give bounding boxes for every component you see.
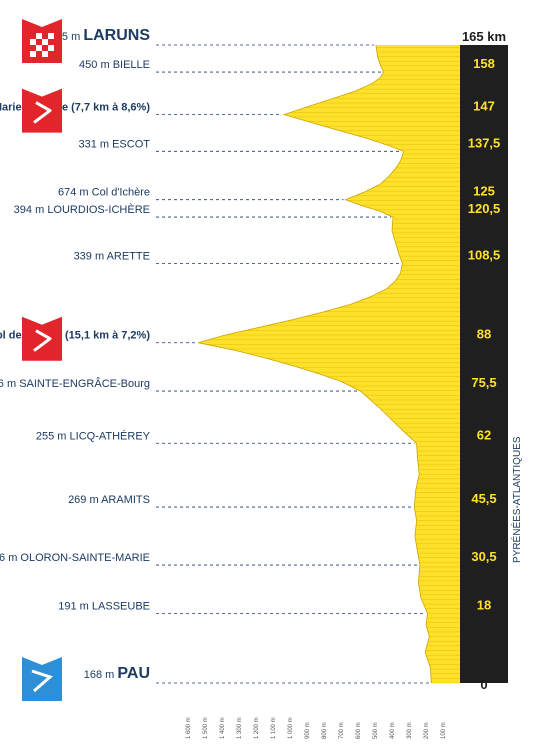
waypoint-2: 30,5 236 m OLORON-SAINTE-MARIE (0, 549, 497, 566)
waypoint-km-label: 125 (473, 184, 495, 199)
altitude-tick-label: 1 600 m (186, 717, 192, 739)
climb-marker-icon (22, 316, 62, 361)
waypoint-name: SAINTE-ENGRÂCE-Bourg (19, 377, 150, 390)
waypoint-altitude: 586 m (0, 378, 19, 390)
waypoint-label: 191 m LASSEUBE (58, 600, 150, 612)
waypoint-altitude: 255 m (36, 430, 70, 442)
waypoint-name: Col d'Ichère (92, 187, 150, 199)
finish-label: 495 m LARUNS (50, 27, 151, 44)
waypoint-10: 137,5 331 m ESCOT (78, 135, 501, 152)
waypoint-km-label: 147 (473, 99, 495, 114)
altitude-tick-label: 400 m (390, 722, 396, 739)
altitude-tick-label: 700 m (339, 722, 345, 739)
altitude-tick-label: 1 400 m (220, 717, 226, 739)
waypoint-1: 18 191 m LASSEUBE (58, 597, 491, 614)
waypoint-label: 331 m ESCOT (78, 138, 150, 150)
elevation-profile (198, 44, 460, 684)
waypoint-name: OLORON-SAINTE-MARIE (20, 552, 150, 564)
waypoint-11: 1471 035 m Col de Marie Blanque (7,7 km … (0, 88, 495, 133)
waypoint-7: 108,5 339 m ARETTE (74, 247, 501, 264)
waypoint-name: BIELLE (113, 59, 150, 71)
waypoint-km-label: 45,5 (471, 491, 496, 506)
waypoint-name: LASSEUBE (92, 600, 150, 612)
endpoints: 168 m PAU 495 m LARUNS (22, 19, 430, 701)
waypoint-km-label: 18 (477, 597, 491, 612)
distance-band-bar (460, 45, 508, 683)
waypoint-name: LICQ-ATHÉREY (70, 429, 151, 442)
elevation-area (198, 45, 460, 683)
waypoint-8: 120,5 394 m LOURDIOS-ICHÈRE (14, 201, 501, 218)
altitude-tick-label: 1 300 m (237, 717, 243, 739)
altitude-grid: 100 m 200 m 300 m 400 m 500 m 600 m 700 m 800 m… (186, 717, 447, 739)
altitude-tick-label: 200 m (424, 722, 430, 739)
distance-total-label: 165 km (462, 29, 506, 44)
climb-marker-icon (22, 88, 62, 133)
waypoint-label: 394 m LOURDIOS-ICHÈRE (14, 203, 150, 216)
waypoint-12: 158 450 m BIELLE (79, 56, 495, 73)
waypoint-altitude: 394 m (14, 204, 48, 216)
finish-endpoint: 495 m LARUNS (22, 19, 374, 63)
altitude-tick-label: 1 000 m (288, 717, 294, 739)
waypoint-altitude: 236 m (0, 552, 20, 564)
waypoint-km-label: 120,5 (468, 201, 501, 216)
waypoint-9: 125 674 m Col d'Ichère (58, 184, 495, 201)
start-arrow-icon (22, 657, 62, 701)
waypoint-altitude: 674 m (58, 187, 92, 199)
waypoint-km-label: 137,5 (468, 135, 501, 150)
altitude-tick-label: 1 100 m (271, 717, 277, 739)
checkered-flag-icon (22, 19, 62, 63)
waypoint-altitude: 191 m (58, 600, 92, 612)
waypoint-label: 674 m Col d'Ichère (58, 187, 150, 199)
altitude-tick-label: 300 m (407, 722, 413, 739)
waypoint-label: 586 m SAINTE-ENGRÂCE-Bourg (0, 377, 150, 390)
waypoint-6: 881 540 m Col de Soudet (15,1 km à 7,2%) (0, 316, 491, 361)
waypoint-label: 255 m LICQ-ATHÉREY (36, 429, 151, 442)
waypoint-km-label: 30,5 (471, 549, 496, 564)
waypoint-name: ARETTE (107, 250, 150, 262)
waypoint-4: 62 255 m LICQ-ATHÉREY (36, 427, 491, 444)
distance-start-label: 0 (480, 677, 487, 692)
waypoint-km-label: 88 (477, 327, 491, 342)
altitude-tick-label: 900 m (305, 722, 311, 739)
waypoint-altitude: 339 m (74, 250, 107, 262)
waypoint-label: 450 m BIELLE (79, 59, 150, 71)
waypoint-name: LOURDIOS-ICHÈRE (47, 203, 150, 216)
waypoint-altitude: 450 m (79, 59, 113, 71)
start-name: PAU (117, 665, 150, 682)
finish-name: LARUNS (83, 27, 150, 44)
altitude-tick-label: 1 500 m (203, 717, 209, 739)
waypoint-label: 236 m OLORON-SAINTE-MARIE (0, 552, 150, 564)
waypoint-km-label: 62 (477, 427, 491, 442)
altitude-tick-label: 500 m (373, 722, 379, 739)
altitude-tick-label: 1 200 m (254, 717, 260, 739)
distance-band (460, 45, 508, 683)
waypoint-km-label: 75,5 (471, 375, 496, 390)
elevation-outline (198, 44, 432, 684)
waypoint-3: 45,5 269 m ARAMITS (68, 491, 497, 508)
waypoint-label: 269 m ARAMITS (68, 494, 150, 506)
altitude-tick-label: 100 m (441, 722, 447, 739)
waypoint-5: 75,5 586 m SAINTE-ENGRÂCE-Bourg (0, 375, 497, 392)
start-endpoint: 168 m PAU (22, 657, 430, 701)
waypoint-name: ESCOT (112, 138, 150, 150)
start-label: 168 m PAU (84, 665, 150, 682)
waypoint-altitude: 331 m (78, 138, 112, 150)
waypoint-list: 18 191 m LASSEUBE 30,5 236 m OLORON-SAINTE-… (0, 56, 501, 614)
waypoint-km-label: 158 (473, 56, 495, 71)
waypoint-label: 339 m ARETTE (74, 250, 150, 262)
altitude-tick-label: 600 m (356, 722, 362, 739)
department-label: PYRÉNÉES-ATLANTIQUES (510, 436, 523, 563)
start-altitude: 168 m (84, 669, 118, 681)
waypoint-km-label: 108,5 (468, 247, 501, 262)
altitude-tick-label: 800 m (322, 722, 328, 739)
waypoint-name: ARAMITS (101, 494, 150, 506)
waypoint-altitude: 269 m (68, 494, 101, 506)
